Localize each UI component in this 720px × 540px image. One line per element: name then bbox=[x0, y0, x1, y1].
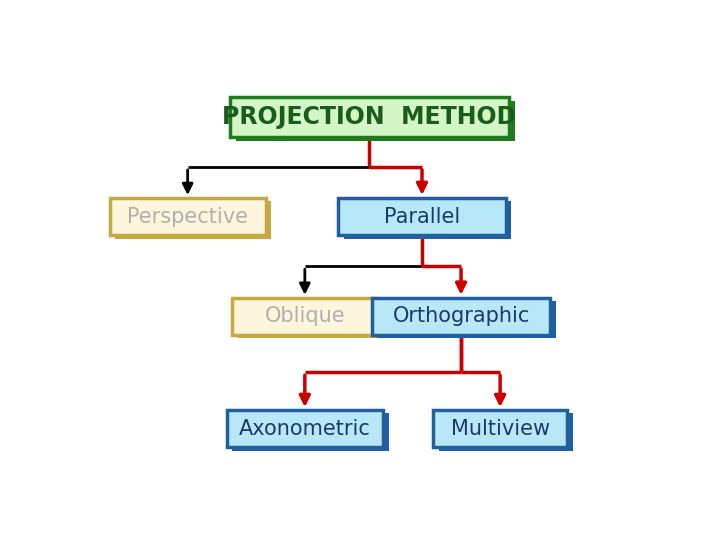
FancyBboxPatch shape bbox=[377, 301, 556, 339]
FancyBboxPatch shape bbox=[109, 198, 266, 235]
FancyBboxPatch shape bbox=[433, 410, 567, 447]
Text: Parallel: Parallel bbox=[384, 207, 460, 227]
Text: Oblique: Oblique bbox=[264, 306, 345, 326]
Text: Perspective: Perspective bbox=[127, 207, 248, 227]
FancyBboxPatch shape bbox=[233, 298, 377, 335]
FancyBboxPatch shape bbox=[115, 201, 271, 239]
FancyBboxPatch shape bbox=[230, 97, 508, 137]
FancyBboxPatch shape bbox=[338, 198, 505, 235]
Text: PROJECTION  METHOD: PROJECTION METHOD bbox=[222, 105, 516, 129]
Text: Multiview: Multiview bbox=[451, 418, 549, 438]
FancyBboxPatch shape bbox=[344, 201, 511, 239]
Text: Orthographic: Orthographic bbox=[392, 306, 530, 326]
FancyBboxPatch shape bbox=[238, 301, 383, 339]
FancyBboxPatch shape bbox=[233, 413, 389, 451]
FancyBboxPatch shape bbox=[236, 101, 516, 141]
Text: Axonometric: Axonometric bbox=[239, 418, 371, 438]
FancyBboxPatch shape bbox=[227, 410, 383, 447]
FancyBboxPatch shape bbox=[438, 413, 572, 451]
FancyBboxPatch shape bbox=[372, 298, 550, 335]
